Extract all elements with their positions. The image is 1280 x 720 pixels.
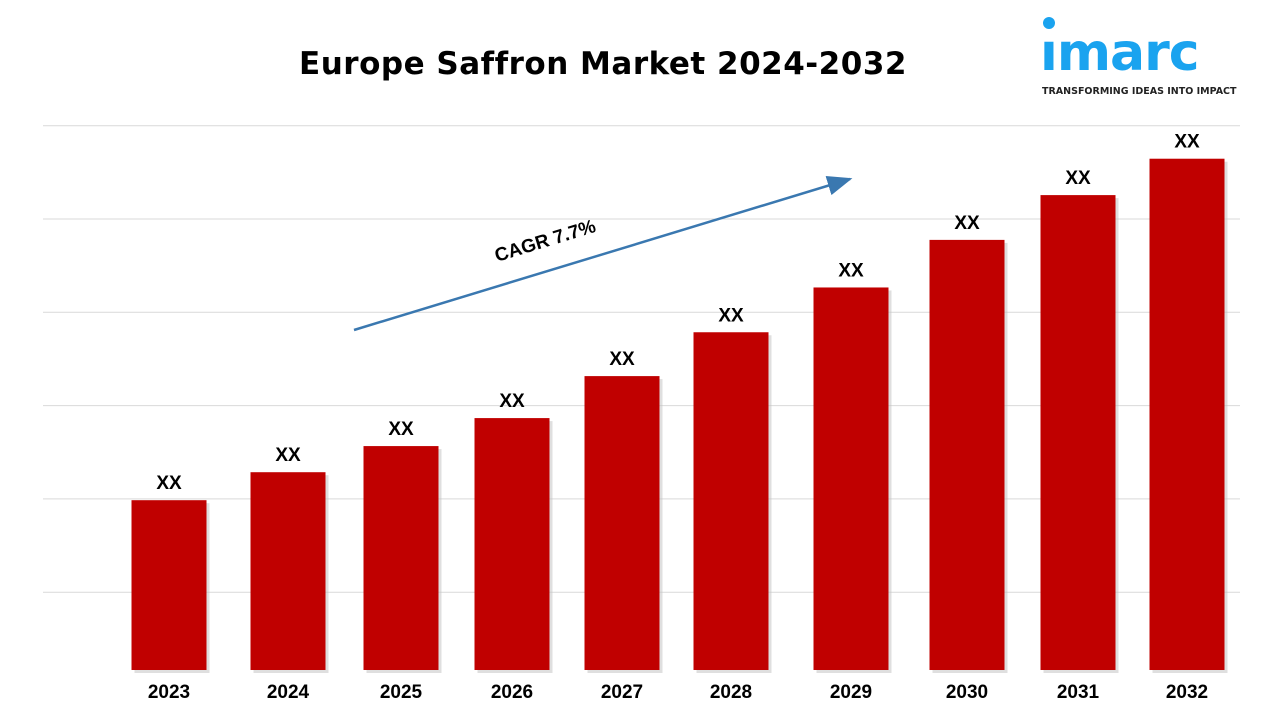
bar-2031 <box>1040 195 1116 670</box>
x-tick-label: 2032 <box>1166 682 1208 703</box>
data-label: XX <box>718 305 744 326</box>
data-label: XX <box>838 260 864 281</box>
data-label: XX <box>954 213 980 234</box>
x-tick-label: 2028 <box>710 682 752 703</box>
x-tick-label: 2024 <box>267 682 310 703</box>
bar-2032 <box>1149 158 1225 670</box>
data-label: XX <box>1174 132 1200 153</box>
x-tick-label: 2027 <box>601 682 643 703</box>
bar-2023 <box>131 500 207 670</box>
data-label: XX <box>609 349 635 370</box>
logo-dot <box>1043 17 1055 29</box>
x-tick-label: 2031 <box>1057 682 1100 703</box>
imarc-logo: ımarc TRANSFORMING IDEAS INTO IMPACT <box>1040 14 1237 102</box>
cagr-annotation: CAGR 7.7% <box>353 175 853 332</box>
data-label: XX <box>156 473 182 494</box>
bar-2026 <box>474 418 550 670</box>
bar-2025 <box>363 446 439 670</box>
logo-tagline: TRANSFORMING IDEAS INTO IMPACT <box>1042 86 1237 97</box>
x-tick-label: 2025 <box>380 682 423 703</box>
data-label: XX <box>388 419 414 440</box>
cagr-arrow <box>353 175 853 332</box>
chart-title: Europe Saffron Market 2024-2032 <box>299 46 907 82</box>
x-tick-label: 2026 <box>491 682 533 703</box>
logo-word: ımarc <box>1040 23 1200 83</box>
x-tick-label: 2029 <box>830 682 872 703</box>
data-label: XX <box>275 445 301 466</box>
x-tick-label: 2023 <box>148 682 190 703</box>
bar-2029 <box>813 287 889 670</box>
bar-2027 <box>584 376 660 670</box>
bar-2028 <box>693 332 769 670</box>
data-label: XX <box>499 391 525 412</box>
bar-2024 <box>250 472 326 670</box>
x-tick-label: 2030 <box>946 682 988 703</box>
data-label: XX <box>1065 168 1091 189</box>
bar-2030 <box>929 239 1005 670</box>
